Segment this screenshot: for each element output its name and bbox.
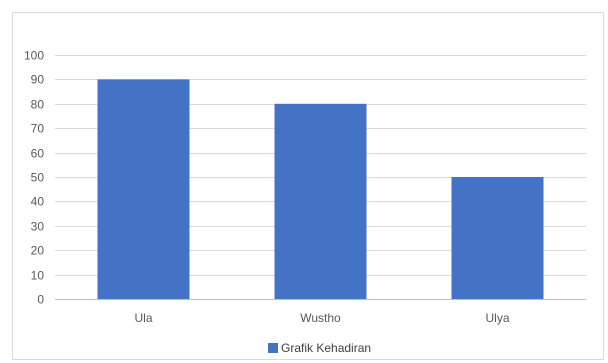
legend-label: Grafik Kehadiran: [281, 341, 371, 355]
x-tick-label: Ulya: [485, 311, 509, 325]
bars: [97, 79, 544, 300]
y-tick-label: 40: [31, 195, 45, 209]
legend-swatch: [268, 343, 278, 353]
y-tick-label: 30: [31, 220, 45, 234]
y-tick-label: 20: [31, 244, 45, 258]
y-tick-label: 80: [31, 98, 45, 112]
bar-ulya: [451, 177, 544, 299]
x-tick-label: Wustho: [300, 311, 341, 325]
y-tick-label: 10: [31, 269, 45, 283]
x-tick-label: Ula: [134, 311, 152, 325]
y-tick-label: 0: [37, 293, 44, 307]
y-tick-label: 100: [24, 49, 44, 63]
bar-wustho: [274, 103, 367, 299]
y-tick-label: 70: [31, 122, 45, 136]
x-axis-ticks: Ula Wustho Ulya: [134, 311, 509, 325]
y-tick-label: 90: [31, 73, 45, 87]
bar-ula: [97, 79, 190, 300]
legend: Grafik Kehadiran: [268, 341, 371, 355]
y-tick-label: 50: [31, 171, 45, 185]
y-axis-ticks: 0 10 20 30 40 50 60 70 80 90 100: [24, 49, 44, 307]
y-tick-label: 60: [31, 147, 45, 161]
